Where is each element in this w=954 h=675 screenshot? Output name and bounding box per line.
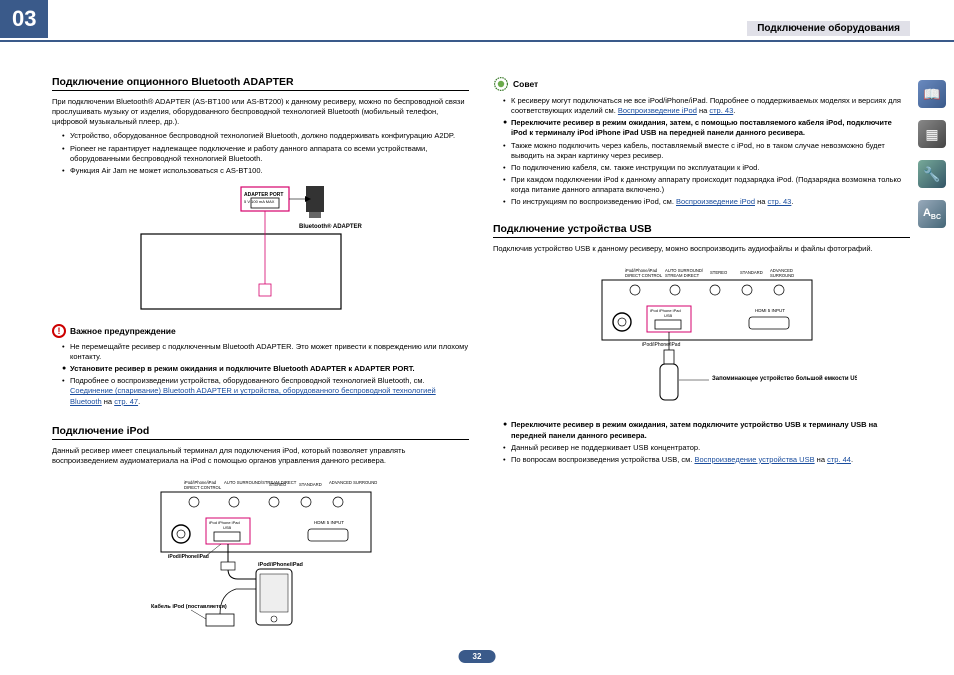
svg-text:iPod/iPhone/iPad: iPod/iPhone/iPad [642,342,681,348]
warning-list: Не перемещайте ресивер с подключенным Bl… [52,342,469,362]
usb-emphasis: Переключите ресивер в режим ожидания, за… [493,420,910,440]
svg-text:STANDARD: STANDARD [299,482,322,487]
tip-icon [493,76,509,92]
section-ipod-heading: Подключение iPod [52,425,469,440]
link-ipod-play2[interactable]: Воспроизведение iPod [676,197,755,206]
svg-text:ADAPTER PORT: ADAPTER PORT [244,192,283,198]
tip-list: К ресиверу могут подключаться не все iPo… [493,96,910,116]
svg-text:STEREO: STEREO [269,482,287,487]
page-link[interactable]: стр. 44 [827,455,851,464]
ipod-diagram: iPod/iPhone/iPad DIRECT CONTROL AUTO SUR… [52,474,469,634]
list-item: При каждом подключении iPod к данному ап… [503,175,910,195]
section-usb-heading: Подключение устройства USB [493,223,910,238]
chapter-badge: 03 [0,0,48,38]
svg-text:5 V 100 mA MAX: 5 V 100 mA MAX [244,199,275,204]
tip-title: Совет [513,79,538,89]
page-link[interactable]: стр. 43 [709,106,733,115]
svg-text:STREAM DIRECT: STREAM DIRECT [665,273,700,278]
warning-list2: Подробнее о воспроизведении устройства, … [52,376,469,406]
warning-icon: ! [52,324,66,338]
bt-notes: Устройство, оборудованное беспроводной т… [52,131,469,176]
list-item: Установите ресивер в режим ожидания и по… [62,364,469,374]
list-item: Переключите ресивер в режим ожидания, за… [503,420,910,440]
usb-diagram: iPod/iPhone/iPad DIRECT CONTROL AUTO SUR… [493,262,910,412]
list-item: По инструкциям по воспроизведению iPod, … [503,197,910,207]
svg-text:SURROUND: SURROUND [770,273,794,278]
svg-text:Bluetooth® ADAPTER: Bluetooth® ADAPTER [299,223,363,230]
link-ipod-play[interactable]: Воспроизведение iPod [618,106,697,115]
list-item: Подробнее о воспроизведении устройства, … [62,376,469,406]
link-usb-play[interactable]: Воспроизведение устройства USB [694,455,814,464]
warning-header: ! Важное предупреждение [52,324,469,338]
warning-title: Важное предупреждение [70,326,176,336]
list-item: Устройство, оборудованное беспроводной т… [62,131,469,141]
list-item: Не перемещайте ресивер с подключенным Bl… [62,342,469,362]
page-link[interactable]: стр. 43 [767,197,791,206]
section-bt-heading: Подключение опционного Bluetooth ADAPTER [52,76,469,91]
bt-intro: При подключении Bluetooth® ADAPTER (AS-B… [52,97,469,127]
equipment-icon[interactable]: ▦ [918,120,946,148]
ipod-intro: Данный ресивер имеет специальный термина… [52,446,469,466]
glossary-icon[interactable]: ABC [918,200,946,228]
list-item: Также можно подключить через кабель, пос… [503,141,910,161]
tip-list2: Также можно подключить через кабель, пос… [493,141,910,208]
bt-adapter-diagram: ADAPTER PORT 5 V 100 mA MAX Bluetooth® A… [52,184,469,314]
svg-text:HDMI 5 INPUT: HDMI 5 INPUT [755,308,785,313]
svg-text:Кабель iPod (поставляется): Кабель iPod (поставляется) [151,603,227,610]
tools-icon[interactable]: 🔧 [918,160,946,188]
svg-text:USB: USB [664,313,673,318]
usb-intro: Подключив устройство USB к данному ресив… [493,244,910,254]
manual-icon[interactable]: 📖 [918,80,946,108]
list-item: Переключите ресивер в режим ожидания, за… [503,118,910,138]
list-item: По подключению кабеля, см. также инструк… [503,163,910,173]
page-header: 03 Подключение оборудования [0,0,954,42]
right-column: Совет К ресиверу могут подключаться не в… [493,76,910,642]
page-number: 32 [459,650,496,663]
usb-list: Данный ресивер не поддерживает USB конце… [493,443,910,465]
svg-text:USB: USB [223,525,232,530]
svg-text:iPod/iPhone/iPad: iPod/iPhone/iPad [168,554,209,560]
svg-text:HDMI 5 INPUT: HDMI 5 INPUT [314,520,344,525]
tip-header: Совет [493,76,910,92]
svg-text:STANDARD: STANDARD [740,270,763,275]
list-item: Pioneer не гарантирует надлежащее подклю… [62,144,469,164]
header-title: Подключение оборудования [747,21,910,36]
list-item: Функция Air Jam не может использоваться … [62,166,469,176]
list-item: Данный ресивер не поддерживает USB конце… [503,443,910,453]
left-column: Подключение опционного Bluetooth ADAPTER… [52,76,469,642]
tip-emphasis: Переключите ресивер в режим ожидания, за… [493,118,910,138]
page-link[interactable]: стр. 47 [114,397,138,406]
svg-text:DIRECT CONTROL: DIRECT CONTROL [625,273,663,278]
svg-text:iPod/iPhone/iPad: iPod/iPhone/iPad [258,562,303,568]
warning-emphasis: Установите ресивер в режим ожидания и по… [52,364,469,374]
svg-text:Запоминающее устройство большо: Запоминающее устройство большой емкости … [712,375,857,382]
list-item: По вопросам воспроизведения устройства U… [503,455,910,465]
svg-text:DIRECT CONTROL: DIRECT CONTROL [184,485,222,490]
svg-text:ADVANCED SURROUND: ADVANCED SURROUND [329,480,377,485]
svg-text:STEREO: STEREO [710,270,728,275]
list-item: К ресиверу могут подключаться не все iPo… [503,96,910,116]
side-navigation: 📖 ▦ 🔧 ABC [918,80,946,228]
content-area: Подключение опционного Bluetooth ADAPTER… [0,42,954,642]
